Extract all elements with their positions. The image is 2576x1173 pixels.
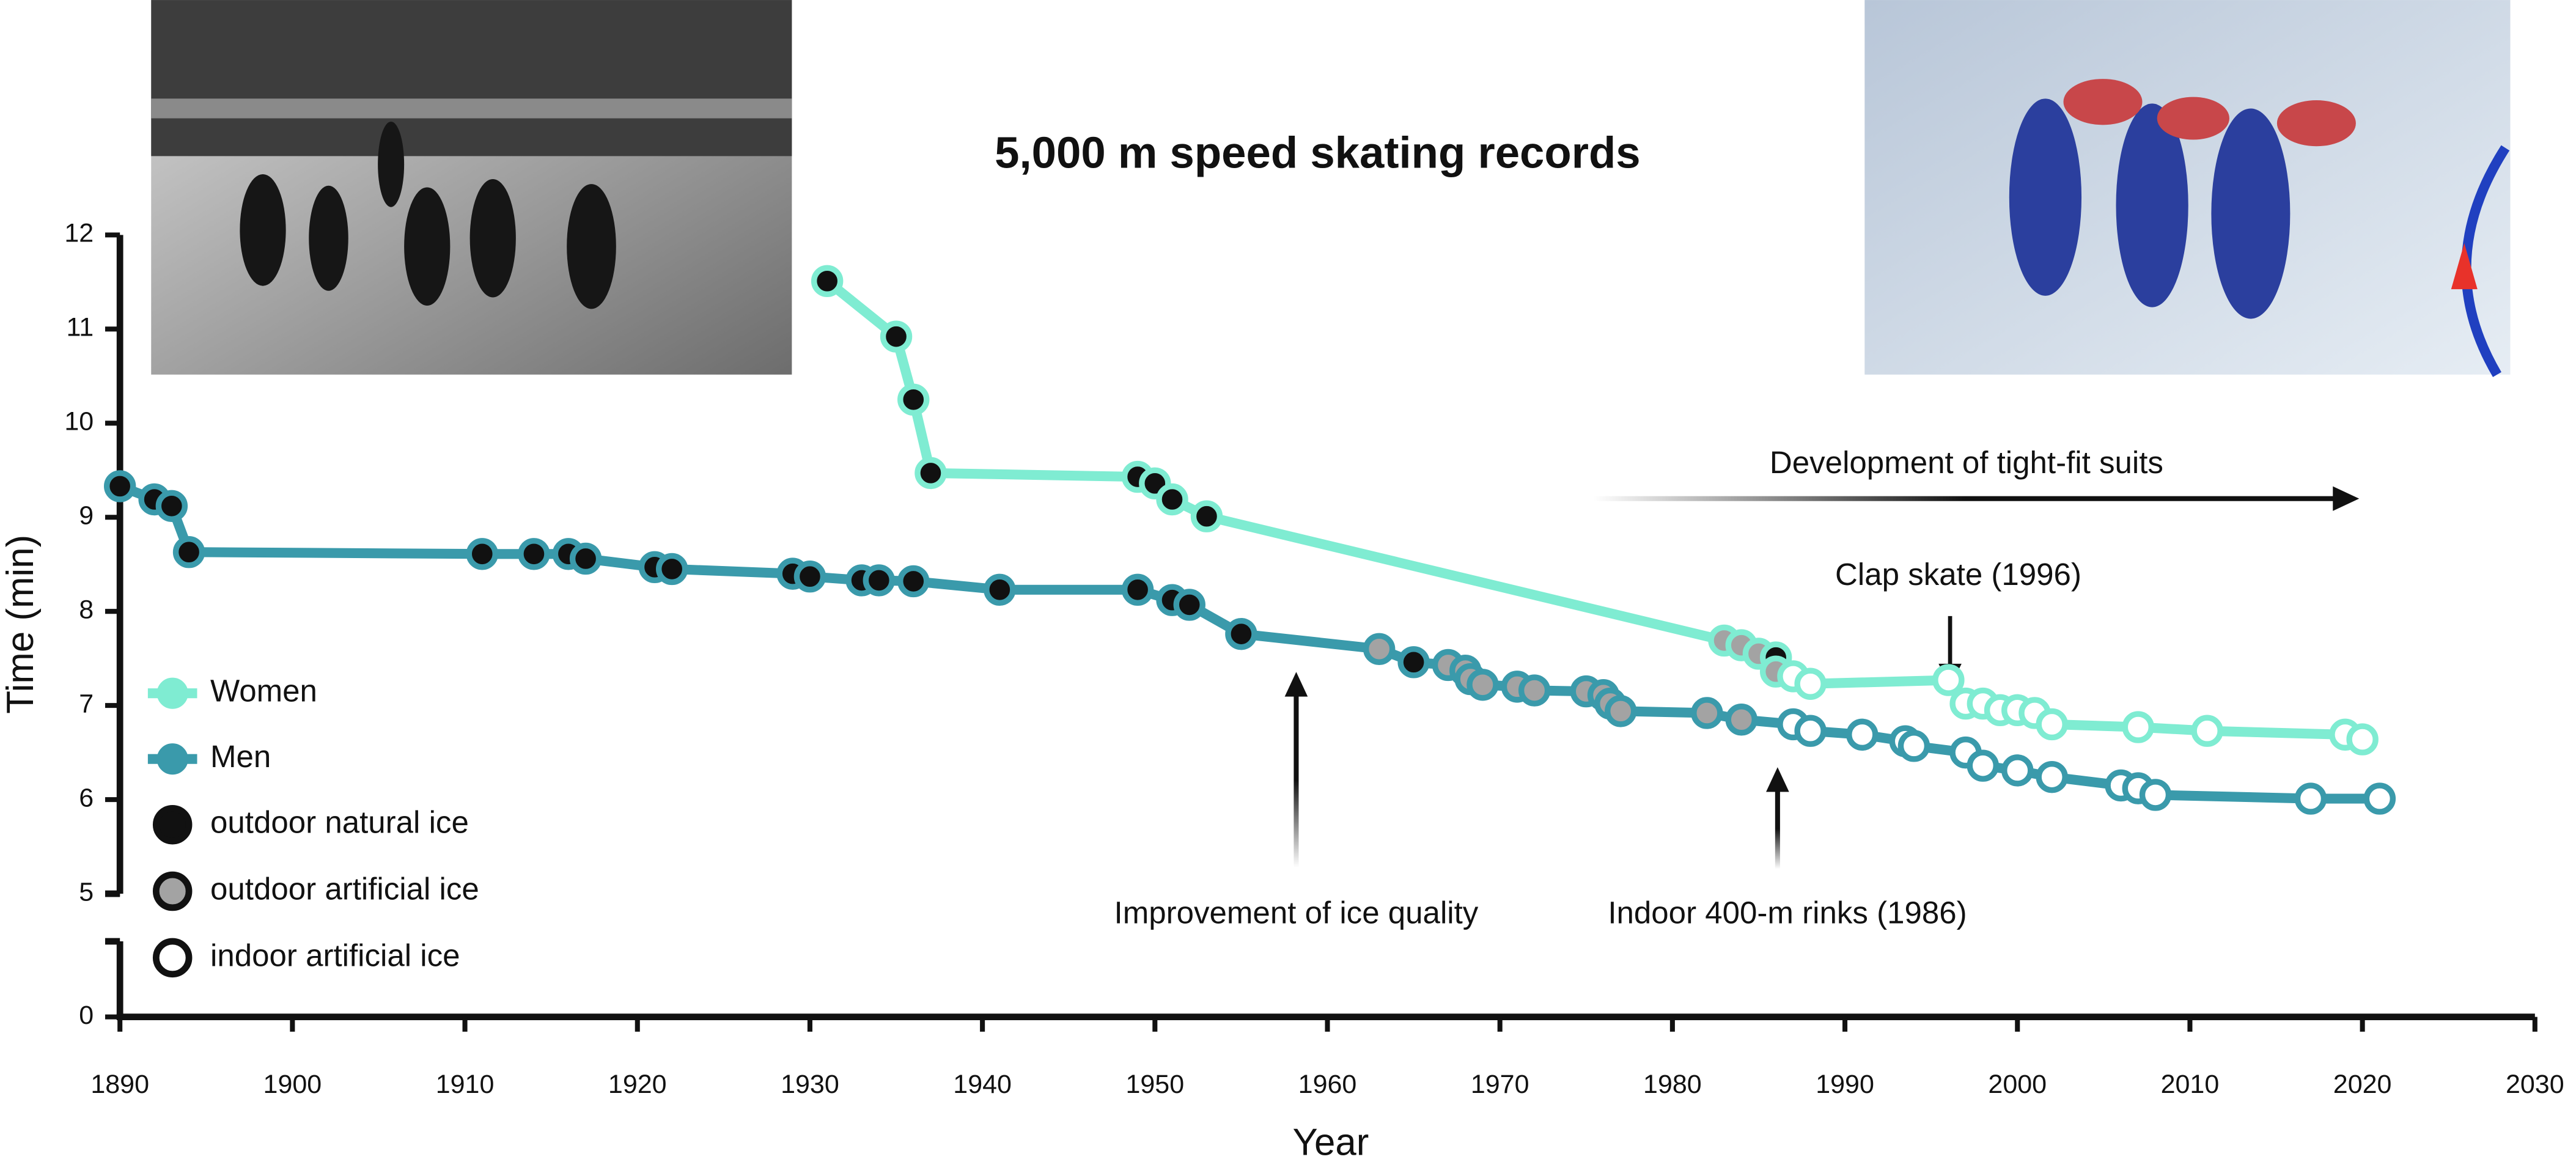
marker <box>1121 573 1154 606</box>
x-tick-label: 1900 <box>263 1070 322 1099</box>
marker <box>2294 782 2327 815</box>
y-tick-label: 0 <box>79 1001 94 1030</box>
legend-label: Women <box>210 674 317 708</box>
marker <box>1363 633 1396 665</box>
marker <box>2191 715 2223 747</box>
marker <box>2346 723 2379 756</box>
y-tick-label: 5 <box>79 877 94 906</box>
y-tick-label: 6 <box>79 783 94 812</box>
x-tick-label: 1990 <box>1816 1070 1874 1099</box>
marker <box>897 565 930 598</box>
marker <box>518 538 550 570</box>
x-tick-label: 2000 <box>1988 1070 2047 1099</box>
marker <box>863 564 896 597</box>
photo-historic <box>151 0 792 375</box>
x-tick-label: 2020 <box>2333 1070 2392 1099</box>
annotation: Indoor 400-m rinks (1986) <box>1608 895 1967 930</box>
legend-marker <box>152 938 193 978</box>
marker <box>1794 715 1827 747</box>
x-tick-label: 1910 <box>436 1070 495 1099</box>
marker <box>1173 589 1205 621</box>
y-tick-label: 12 <box>64 219 94 248</box>
marker <box>172 536 205 568</box>
marker <box>984 573 1016 606</box>
marker <box>2036 708 2068 741</box>
annotation: Clap skate (1996) <box>1835 557 2081 592</box>
marker <box>811 265 844 298</box>
marker <box>793 561 826 593</box>
x-tick-label: 1890 <box>90 1070 149 1099</box>
legend-marker <box>152 804 193 845</box>
x-tick-label: 1980 <box>1643 1070 1702 1099</box>
marker <box>1725 704 1757 736</box>
marker <box>1190 500 1223 532</box>
series <box>811 265 2379 756</box>
marker <box>1846 718 1879 751</box>
x-tick-label: 1930 <box>781 1070 839 1099</box>
marker <box>2122 711 2154 743</box>
marker <box>1225 617 1257 650</box>
x-axis-title: Year <box>1292 1122 1369 1164</box>
x-tick-label: 1970 <box>1471 1070 1529 1099</box>
legend-label: Men <box>210 739 271 774</box>
marker <box>2001 754 2034 787</box>
marker <box>103 470 136 502</box>
marker <box>655 553 688 586</box>
marker <box>1605 695 1637 727</box>
annotation: Improvement of ice quality <box>1114 895 1479 930</box>
marker <box>1691 697 1723 729</box>
marker <box>569 542 602 575</box>
legend: Women Men outdoor natural ice outdoor artif… <box>147 674 479 978</box>
marker <box>897 383 930 416</box>
x-tick-label: 1940 <box>953 1070 1012 1099</box>
marker <box>1932 664 1965 696</box>
x-tick-label: 2030 <box>2506 1070 2564 1099</box>
marker <box>1156 483 1188 516</box>
y-tick-label: 8 <box>79 595 94 625</box>
y-tick-label: 11 <box>67 313 94 342</box>
x-tick-label: 1960 <box>1298 1070 1357 1099</box>
y-tick-label: 9 <box>79 501 94 531</box>
legend-label: outdoor artificial ice <box>210 872 479 906</box>
y-tick-label: 7 <box>79 689 94 719</box>
marker <box>1518 674 1551 707</box>
legend-marker <box>156 677 188 709</box>
marker <box>2139 779 2172 811</box>
x-tick-label: 1950 <box>1125 1070 1184 1099</box>
marker <box>2363 782 2396 815</box>
x-tick-label: 2010 <box>2161 1070 2220 1099</box>
marker <box>1794 667 1827 700</box>
annotation: Development of tight-fit suits <box>1770 445 2163 480</box>
legend-marker <box>152 871 193 911</box>
y-axis-title: Time (min) <box>0 535 42 714</box>
marker <box>1897 730 1930 762</box>
legend-marker <box>156 743 188 775</box>
chart-title: 5,000 m speed skating records <box>995 128 1640 178</box>
photo-modern <box>1864 0 2511 377</box>
x-tick-label: 1920 <box>608 1070 667 1099</box>
marker <box>466 538 498 570</box>
marker <box>880 320 913 353</box>
marker <box>914 457 947 490</box>
marker <box>1967 749 2000 782</box>
y-tick-label: 10 <box>64 407 94 436</box>
marker <box>1397 646 1430 678</box>
legend-label: outdoor natural ice <box>210 805 469 840</box>
series <box>103 470 2396 815</box>
marker <box>1466 669 1499 701</box>
marker <box>155 490 188 522</box>
marker <box>2036 760 2068 793</box>
legend-label: indoor artificial ice <box>210 938 460 973</box>
